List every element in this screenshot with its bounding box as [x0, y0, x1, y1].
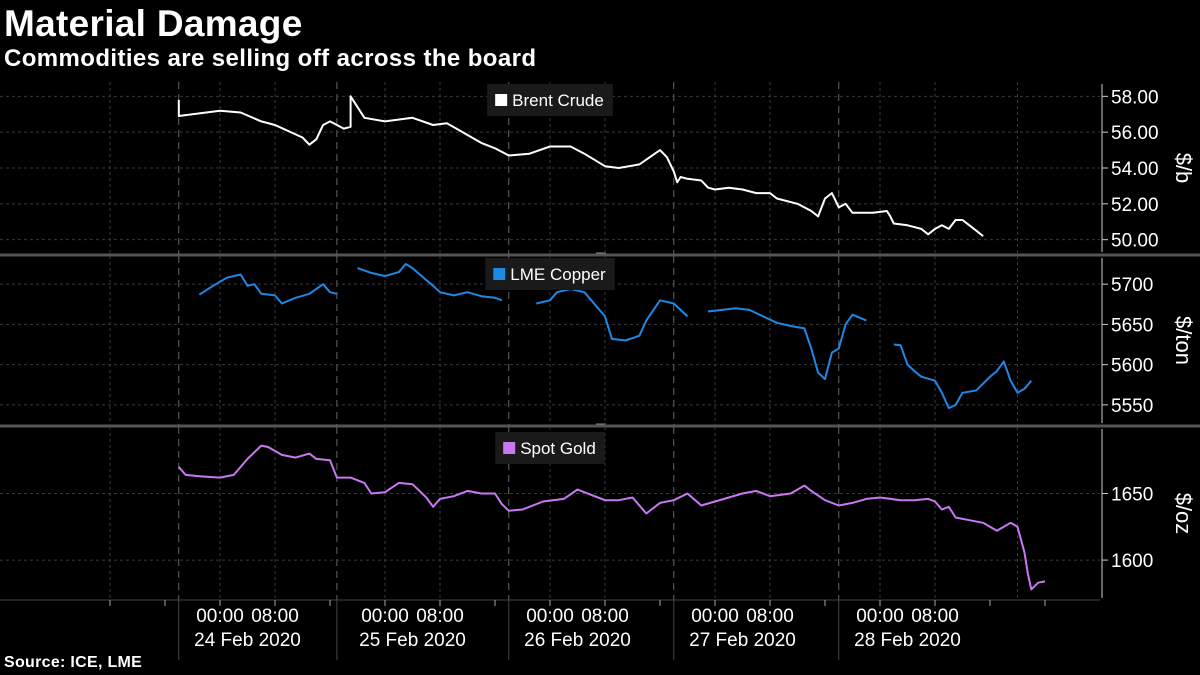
series-line — [178, 444, 1046, 591]
x-date-label: 24 Feb 2020 — [194, 630, 301, 651]
y-tick-label: 52.00 — [1111, 195, 1159, 216]
x-tick-label: 00:00 — [856, 606, 904, 627]
x-date-label: 25 Feb 2020 — [359, 630, 466, 651]
series-line — [198, 273, 338, 305]
y-tick-label: 58.00 — [1111, 87, 1159, 108]
y-tick-label: 56.00 — [1111, 123, 1159, 144]
x-tick-label: 08:00 — [581, 606, 629, 627]
source-note: Source: ICE, LME — [4, 654, 143, 671]
legend-label: Spot Gold — [520, 439, 596, 458]
y-tick-label: 5700 — [1111, 275, 1153, 296]
series-line — [177, 95, 984, 237]
series-line — [357, 263, 503, 302]
series-line — [893, 343, 1033, 410]
legend-swatch — [495, 94, 508, 106]
legend-swatch — [493, 268, 506, 280]
x-tick-label: 08:00 — [746, 606, 794, 627]
chart-title: Material Damage — [4, 3, 303, 44]
y-tick-label: 1650 — [1111, 485, 1153, 506]
x-date-label: 28 Feb 2020 — [854, 630, 961, 651]
x-tick-label: 08:00 — [911, 606, 959, 627]
y-tick-label: 54.00 — [1111, 159, 1159, 180]
x-tick-label: 08:00 — [416, 606, 464, 627]
y-axis-unit: $/b — [1171, 153, 1196, 184]
chart-subtitle: Commodities are selling off across the b… — [4, 45, 537, 72]
legend-label: LME Copper — [510, 265, 606, 284]
x-tick-label: 00:00 — [361, 606, 409, 627]
x-tick-label: 08:00 — [251, 606, 299, 627]
y-tick-label: 5600 — [1111, 356, 1153, 377]
y-tick-label: 1600 — [1111, 551, 1153, 572]
x-tick-label: 00:00 — [526, 606, 574, 627]
series-line — [536, 288, 689, 342]
y-tick-label: 5550 — [1111, 396, 1153, 417]
x-tick-label: 00:00 — [691, 606, 739, 627]
x-date-label: 26 Feb 2020 — [524, 630, 631, 651]
x-tick-label: 00:00 — [196, 606, 244, 627]
y-axis-unit: $/oz — [1171, 493, 1196, 535]
legend-swatch — [503, 442, 516, 454]
series-line — [707, 307, 867, 381]
y-tick-label: 50.00 — [1111, 231, 1159, 252]
x-date-label: 27 Feb 2020 — [689, 630, 796, 651]
legend-box — [485, 258, 615, 290]
legend-box — [487, 84, 613, 116]
y-tick-label: 5650 — [1111, 315, 1153, 336]
y-axis-unit: $/ton — [1171, 316, 1196, 365]
legend-label: Brent Crude — [512, 91, 604, 110]
